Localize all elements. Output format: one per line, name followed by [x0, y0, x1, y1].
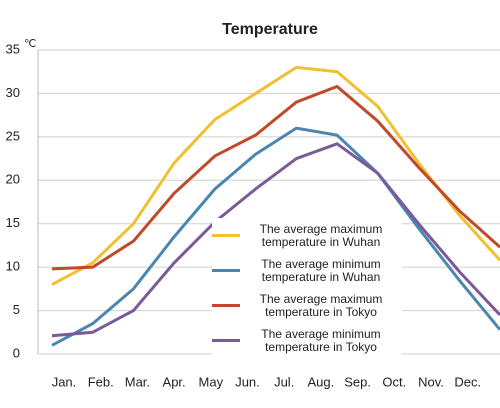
x-tick-label: Jul. — [274, 374, 294, 389]
x-tick-label: Mar. — [125, 374, 150, 389]
legend-label: The average maximum temperature in Tokyo — [259, 291, 383, 319]
y-tick-label: 5 — [13, 302, 20, 317]
series-line — [51, 65, 500, 286]
series-line — [51, 84, 500, 271]
series-line — [51, 126, 500, 347]
x-tick-label: Dec. — [454, 374, 481, 389]
y-tick-label: 20 — [6, 172, 20, 187]
legend-item: The average minimum temperature in Tokyo — [212, 323, 402, 358]
y-tick-label: 15 — [6, 215, 20, 230]
legend-swatch — [212, 304, 240, 307]
x-tick-label: Jun. — [235, 374, 260, 389]
legend-item: The average maximum temperature in Tokyo — [212, 288, 402, 323]
legend-item: The average minimum temperature in Wuhan — [212, 253, 402, 288]
x-tick-label: Aug. — [308, 374, 335, 389]
legend-label: The average minimum temperature in Wuhan — [261, 256, 381, 284]
x-tick-label: Sep. — [344, 374, 371, 389]
y-tick-label: 0 — [13, 345, 20, 360]
legend: The average maximum temperature in Wuhan… — [212, 218, 402, 358]
chart-title: Temperature — [222, 21, 318, 38]
y-tick-label: 10 — [6, 259, 20, 274]
x-tick-label: Nov. — [418, 374, 444, 389]
y-axis-unit: ℃ — [24, 38, 36, 50]
y-tick-label: 30 — [6, 85, 20, 100]
y-tick-label: 25 — [6, 128, 20, 143]
x-tick-label: Jan. — [52, 374, 77, 389]
x-tick-label: Feb. — [88, 374, 114, 389]
x-tick-label: Apr. — [163, 374, 186, 389]
legend-label: The average minimum temperature in Tokyo — [261, 326, 381, 354]
x-tick-label: May — [199, 374, 224, 389]
legend-label: The average maximum temperature in Wuhan — [259, 221, 383, 249]
y-tick-label: 35 — [6, 41, 20, 56]
x-tick-label: Oct. — [382, 374, 406, 389]
legend-swatch — [212, 339, 240, 342]
legend-swatch — [212, 269, 240, 272]
legend-swatch — [212, 234, 240, 237]
legend-item: The average maximum temperature in Wuhan — [212, 218, 402, 253]
series-line — [51, 142, 500, 338]
